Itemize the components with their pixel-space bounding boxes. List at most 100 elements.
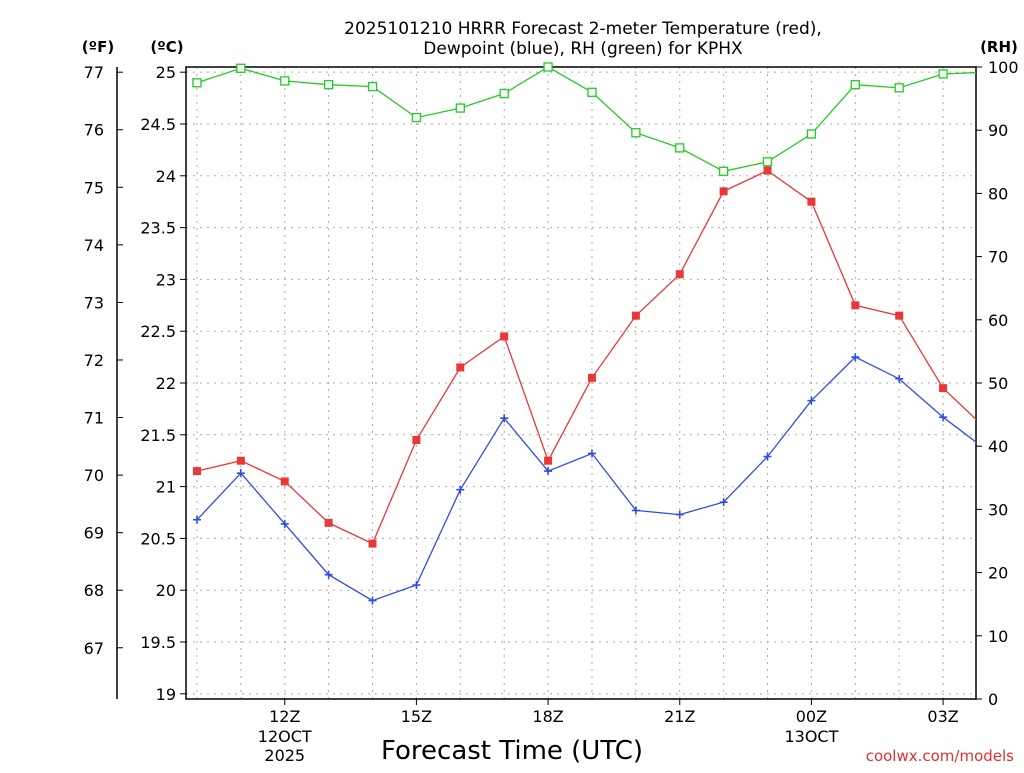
rh-unit-label: (RH) — [980, 38, 1018, 56]
dewpoint-point — [587, 449, 596, 458]
rh-point — [631, 128, 641, 138]
temperature-point — [807, 197, 816, 206]
rh-point — [894, 83, 904, 93]
chart-subtitle: Dewpoint (blue), RH (green) for KPHX — [423, 39, 743, 59]
rh-point — [762, 157, 773, 167]
fahrenheit-tick-label: 70 — [84, 466, 104, 485]
dewpoint-point — [280, 519, 289, 528]
grid-lines — [186, 67, 976, 699]
x-axis-label: Forecast Time (UTC) — [381, 736, 643, 766]
credit-text: coolwx.com/models — [866, 747, 1014, 765]
rh-point — [718, 166, 729, 176]
rh-tick-label: 30 — [988, 500, 1008, 519]
tick-labels: 19 19.5 20 20.5 21 21.5 22 22.5 23 23.5 24 24.5 25 67… — [84, 58, 1019, 765]
celsius-tick-label: 22.5 — [140, 322, 176, 341]
dewpoint-point — [895, 374, 904, 383]
dewpoint-point — [939, 413, 948, 422]
x-tick-date-label: 12OCT — [258, 727, 312, 746]
chart-title: 2025101210 HRRR Forecast 2-meter Tempera… — [344, 19, 822, 39]
temperature-point — [192, 467, 201, 476]
fahrenheit-tick-label: 67 — [84, 639, 104, 658]
rh-tick-label: 20 — [988, 564, 1008, 583]
x-tick-label: 12Z — [269, 707, 300, 726]
rh-point — [850, 80, 860, 90]
dewpoint-point — [236, 469, 245, 478]
temperature-point — [368, 539, 377, 548]
temperature-point — [631, 311, 640, 320]
celsius-tick-label: 25 — [156, 63, 176, 82]
temperature-series — [192, 166, 991, 548]
rh-tick-label: 10 — [988, 627, 1008, 646]
rh-tick-label: 80 — [988, 184, 1008, 203]
rh-point — [806, 129, 817, 139]
x-tick-label: 21Z — [664, 707, 695, 726]
dewpoint-point — [368, 596, 377, 605]
fahrenheit-unit-label: (ºF) — [82, 38, 114, 56]
rh-point — [280, 76, 290, 86]
dewpoint-point — [192, 515, 201, 524]
plot-frame — [185, 66, 977, 700]
dewpoint-point — [763, 452, 772, 461]
rh-tick-label: 70 — [988, 248, 1008, 267]
temperature-point — [895, 311, 904, 320]
fahrenheit-tick-label: 71 — [84, 409, 104, 428]
celsius-tick-label: 20.5 — [140, 529, 176, 548]
rh-point — [236, 63, 246, 73]
celsius-tick-label: 22 — [156, 374, 176, 393]
celsius-tick-label: 23.5 — [140, 219, 176, 238]
rh-point — [938, 69, 948, 79]
celsius-tick-label: 21.5 — [140, 426, 176, 445]
temperature-point — [939, 384, 948, 393]
fahrenheit-tick-label: 74 — [84, 236, 104, 255]
dewpoint-point — [807, 396, 816, 405]
fahrenheit-tick-label: 75 — [84, 178, 104, 197]
rh-point — [543, 62, 553, 72]
x-tick-label: 18Z — [532, 707, 563, 726]
fahrenheit-tick-label: 72 — [84, 351, 104, 370]
temperature-point — [456, 363, 465, 372]
dewpoint-point — [719, 498, 728, 507]
rh-point — [323, 80, 334, 90]
data-series — [192, 62, 991, 605]
rh-point — [499, 88, 509, 99]
celsius-tick-label: 20 — [156, 581, 176, 600]
fahrenheit-tick-label: 73 — [84, 293, 104, 312]
celsius-tick-label: 21 — [156, 478, 176, 497]
temperature-point — [851, 301, 860, 310]
celsius-tick-label: 19 — [156, 685, 176, 704]
dewpoint-point — [456, 485, 465, 494]
rh-point — [367, 81, 378, 92]
temperature-point — [280, 477, 289, 486]
rh-point — [587, 87, 597, 97]
temperature-point — [324, 518, 333, 527]
rh-tick-label: 90 — [988, 121, 1008, 140]
rh-tick-label: 60 — [988, 311, 1008, 330]
temperature-point — [983, 426, 991, 434]
temperature-point — [587, 373, 596, 382]
fahrenheit-tick-label: 68 — [84, 581, 104, 600]
celsius-tick-label: 19.5 — [140, 633, 176, 652]
rh-tick-label: 40 — [988, 437, 1008, 456]
x-tick-date-label: 13OCT — [784, 727, 838, 746]
rh-series — [192, 62, 976, 176]
celsius-tick-label: 23 — [156, 270, 176, 289]
rh-tick-label: 50 — [988, 374, 1008, 393]
temperature-point — [236, 456, 245, 465]
temperature-point — [763, 166, 772, 175]
axes — [116, 66, 982, 705]
temperature-point — [675, 270, 684, 279]
rh-point — [192, 78, 202, 88]
dewpoint-point — [324, 570, 333, 579]
x-tick-label: 15Z — [401, 707, 432, 726]
rh-point — [411, 112, 422, 123]
dewpoint-point — [851, 353, 860, 362]
dewpoint-point — [675, 510, 684, 519]
temperature-point — [500, 332, 509, 341]
celsius-tick-label: 24 — [156, 167, 176, 186]
dewpoint-point — [631, 506, 640, 515]
dewpoint-point — [412, 581, 421, 590]
rh-point — [675, 143, 685, 153]
rh-tick-label: 100 — [988, 58, 1019, 77]
